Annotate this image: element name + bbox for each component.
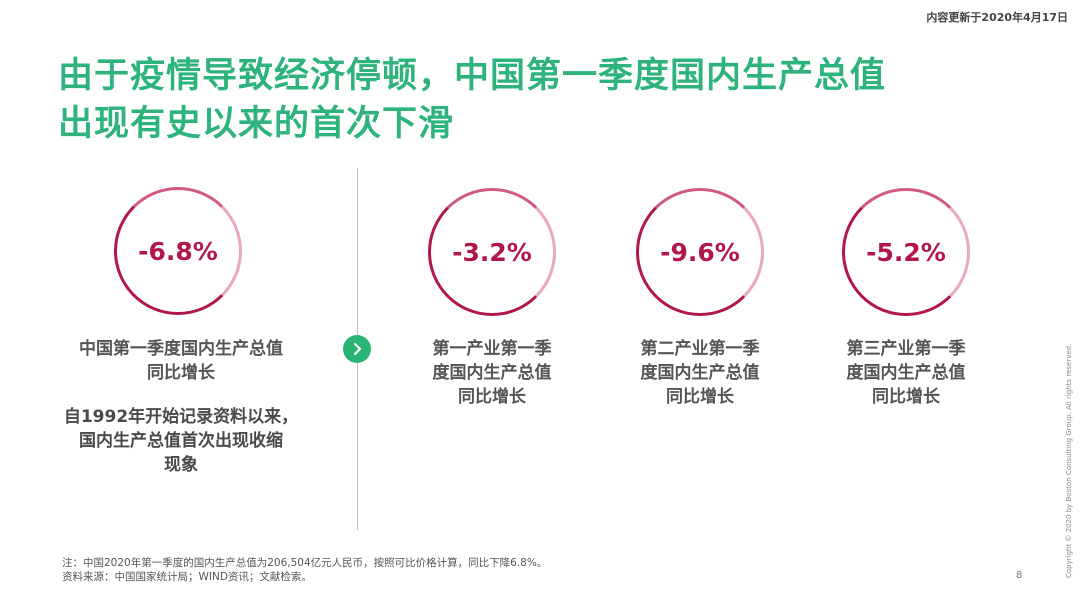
overall-gdp-label-line-2: 同比增长	[147, 363, 215, 383]
overall-gdp-ring: -6.8%	[114, 187, 242, 315]
tertiary-sector-value: -5.2%	[866, 237, 946, 267]
secondary-sector-label-line-2: 度国内生产总值	[640, 363, 760, 383]
secondary-sector-label: 第二产业第一季 度国内生产总值 同比增长	[620, 337, 780, 409]
tertiary-sector-ring: -5.2%	[842, 188, 970, 316]
update-date-note: 内容更新于2020年4月17日	[926, 11, 1068, 24]
history-note-line-3: 现象	[164, 455, 198, 475]
overall-gdp-label: 中国第一季度国内生产总值 同比增长	[40, 337, 322, 385]
tertiary-sector-label-line-2: 度国内生产总值	[846, 363, 966, 383]
primary-sector-label-line-3: 同比增长	[458, 387, 526, 407]
primary-sector-ring: -3.2%	[428, 188, 556, 316]
chevron-right-icon	[353, 342, 362, 356]
tertiary-sector-label: 第三产业第一季 度国内生产总值 同比增长	[826, 337, 986, 409]
history-note-line-2: 国内生产总值首次出现收缩	[79, 431, 283, 451]
title-line-1: 由于疫情导致经济停顿，中国第一季度国内生产总值	[58, 56, 887, 96]
primary-sector-label: 第一产业第一季 度国内生产总值 同比增长	[412, 337, 572, 409]
history-note: 自1992年开始记录资料以来， 国内生产总值首次出现收缩 现象	[40, 405, 322, 477]
secondary-sector-ring: -9.6%	[636, 188, 764, 316]
title-line-2: 出现有史以来的首次下滑	[58, 104, 455, 144]
tertiary-sector-label-line-3: 同比增长	[872, 387, 940, 407]
overall-gdp-label-line-1: 中国第一季度国内生产总值	[79, 339, 283, 359]
history-note-line-1: 自1992年开始记录资料以来，	[63, 407, 299, 427]
secondary-sector-label-line-1: 第二产业第一季	[640, 339, 760, 359]
arrow-button	[343, 335, 371, 363]
secondary-sector-value: -9.6%	[660, 237, 740, 267]
copyright-notice: Copyright © 2020 by Boston Consulting Gr…	[1065, 343, 1073, 578]
tertiary-sector-label-line-1: 第三产业第一季	[846, 339, 966, 359]
overall-gdp-value: -6.8%	[138, 236, 218, 266]
secondary-sector-label-line-3: 同比增长	[666, 387, 734, 407]
footnote: 注：中国2020年第一季度的国内生产总值为206,504亿元人民币，按照可比价格…	[62, 556, 547, 584]
primary-sector-value: -3.2%	[452, 237, 532, 267]
footnote-source: 资料来源：中国国家统计局；WIND资讯；文献检索。	[62, 571, 312, 583]
page-title: 由于疫情导致经济停顿，中国第一季度国内生产总值 出现有史以来的首次下滑	[58, 52, 1038, 148]
primary-sector-label-line-1: 第一产业第一季	[432, 339, 552, 359]
primary-sector-label-line-2: 度国内生产总值	[432, 363, 552, 383]
page-number: 8	[1016, 570, 1023, 581]
footnote-note: 注：中国2020年第一季度的国内生产总值为206,504亿元人民币，按照可比价格…	[62, 557, 548, 569]
